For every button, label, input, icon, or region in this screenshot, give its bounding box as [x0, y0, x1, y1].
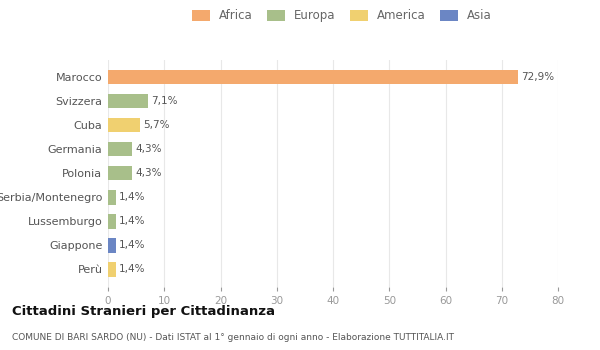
Bar [108, 118, 140, 132]
Bar [108, 94, 148, 108]
Bar [108, 70, 518, 84]
Text: 4,3%: 4,3% [136, 168, 162, 178]
Text: 5,7%: 5,7% [143, 120, 170, 130]
Text: Cittadini Stranieri per Cittadinanza: Cittadini Stranieri per Cittadinanza [12, 305, 275, 318]
Text: 1,4%: 1,4% [119, 216, 146, 226]
Bar [108, 142, 132, 156]
Text: 1,4%: 1,4% [119, 192, 146, 202]
Bar [108, 238, 116, 253]
Legend: Africa, Europa, America, Asia: Africa, Europa, America, Asia [192, 9, 492, 22]
Text: 1,4%: 1,4% [119, 240, 146, 250]
Text: 7,1%: 7,1% [151, 96, 178, 106]
Text: COMUNE DI BARI SARDO (NU) - Dati ISTAT al 1° gennaio di ogni anno - Elaborazione: COMUNE DI BARI SARDO (NU) - Dati ISTAT a… [12, 332, 454, 342]
Text: 4,3%: 4,3% [136, 144, 162, 154]
Bar [108, 190, 116, 204]
Text: 1,4%: 1,4% [119, 265, 146, 274]
Text: 72,9%: 72,9% [521, 72, 554, 82]
Bar [108, 262, 116, 276]
Bar [108, 214, 116, 229]
Bar [108, 166, 132, 181]
